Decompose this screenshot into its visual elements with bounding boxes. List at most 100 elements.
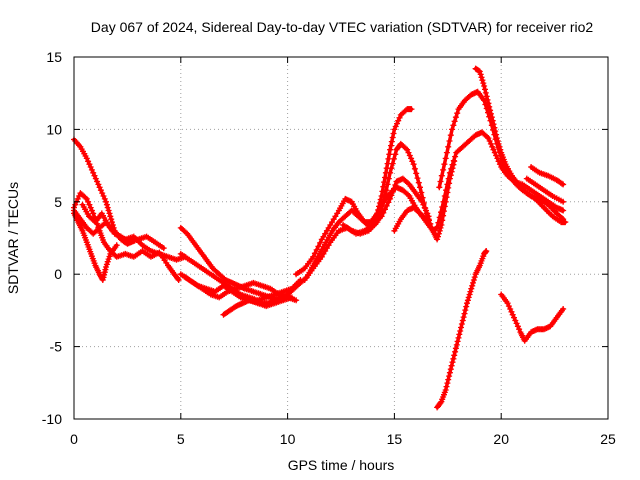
data-point	[100, 193, 107, 199]
series-track-17	[528, 164, 567, 188]
data-point	[558, 180, 565, 187]
series-track-18	[523, 175, 567, 205]
x-tick-label: 5	[177, 431, 185, 447]
data-point	[469, 282, 476, 289]
data-point	[380, 198, 387, 205]
data-point	[449, 126, 456, 133]
data-point	[381, 179, 388, 186]
data-point	[441, 193, 448, 199]
data-point	[434, 224, 441, 231]
data-point	[376, 211, 383, 217]
data-point	[465, 294, 472, 301]
data-point	[97, 187, 104, 194]
data-point	[494, 138, 501, 144]
data-series	[71, 65, 569, 411]
data-point	[487, 110, 494, 117]
series-track-20	[498, 291, 567, 344]
data-point	[441, 161, 448, 168]
data-point	[95, 181, 102, 188]
data-point	[560, 207, 567, 214]
data-point	[423, 210, 430, 217]
data-point	[313, 246, 320, 253]
data-point	[310, 253, 317, 260]
data-point	[438, 172, 445, 179]
data-point	[512, 317, 519, 324]
data-point	[402, 145, 409, 152]
data-point	[379, 202, 386, 209]
data-point	[315, 243, 322, 250]
series-track-11	[293, 106, 415, 278]
data-point	[455, 334, 462, 341]
data-point	[392, 123, 399, 130]
data-point	[96, 184, 103, 191]
data-point	[442, 387, 449, 393]
data-point	[440, 166, 447, 173]
data-point	[90, 169, 97, 176]
data-point	[405, 149, 412, 156]
data-point	[483, 93, 490, 100]
data-point	[382, 174, 388, 181]
data-point	[90, 210, 97, 217]
data-point	[72, 201, 79, 208]
data-point	[391, 155, 397, 162]
data-point	[505, 303, 512, 310]
data-point	[451, 352, 458, 359]
data-point	[477, 71, 484, 78]
data-point	[422, 205, 429, 212]
data-point	[104, 204, 111, 211]
data-point	[446, 138, 453, 144]
data-point	[113, 242, 120, 249]
y-tick-label: 10	[46, 121, 62, 137]
data-point	[409, 158, 416, 165]
data-point	[437, 399, 444, 406]
data-point	[514, 323, 521, 330]
data-point	[92, 175, 99, 182]
data-point	[435, 233, 441, 240]
data-point	[478, 74, 485, 81]
data-point	[175, 276, 182, 283]
chart-title: Day 067 of 2024, Sidereal Day-to-day VTE…	[91, 19, 594, 35]
data-point	[87, 164, 94, 170]
data-point	[452, 345, 459, 352]
x-axis-label: GPS time / hours	[288, 457, 395, 473]
x-tick-label: 15	[387, 431, 403, 447]
data-point	[411, 165, 418, 172]
data-point	[384, 160, 391, 167]
data-point	[444, 380, 451, 387]
data-point	[447, 132, 454, 139]
data-point	[443, 187, 450, 194]
data-point	[445, 143, 452, 150]
series-track-5	[79, 201, 167, 252]
data-point	[87, 204, 94, 211]
y-axis-label: SDTVAR / TECUs	[5, 182, 21, 294]
data-point	[445, 175, 452, 182]
data-point	[434, 236, 441, 243]
data-point	[83, 155, 90, 162]
data-point	[414, 175, 421, 182]
data-point	[489, 143, 496, 150]
data-point	[420, 200, 427, 206]
data-point	[490, 146, 497, 153]
data-point	[404, 146, 411, 153]
data-point	[497, 146, 504, 153]
data-point	[464, 300, 470, 307]
data-point	[85, 198, 92, 205]
data-point	[493, 135, 500, 142]
y-tick-label: 5	[54, 194, 62, 210]
data-point	[489, 117, 496, 124]
data-point	[395, 117, 402, 124]
data-point	[435, 230, 442, 237]
data-point	[450, 355, 457, 362]
data-point	[419, 194, 426, 201]
data-point	[511, 314, 517, 321]
data-point	[449, 359, 456, 366]
data-point	[456, 331, 463, 338]
data-point	[105, 207, 112, 214]
data-point	[387, 146, 394, 153]
data-point	[394, 120, 400, 127]
data-point	[448, 165, 455, 172]
data-point	[103, 198, 109, 205]
data-point	[468, 285, 475, 292]
data-point	[482, 86, 488, 93]
data-point	[174, 275, 181, 282]
